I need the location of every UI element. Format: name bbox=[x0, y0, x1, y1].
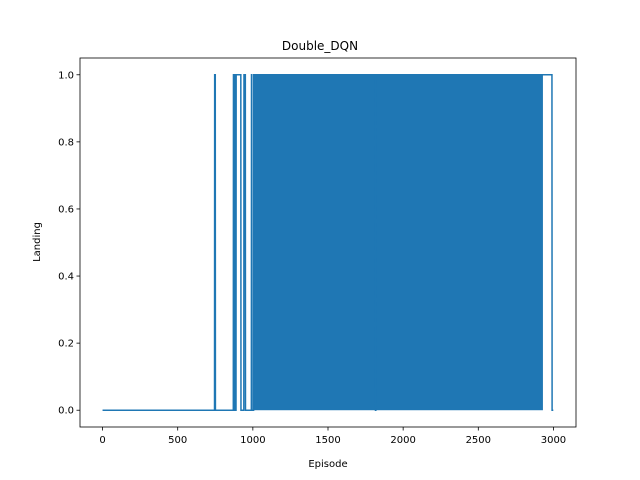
x-tick-label: 0 bbox=[99, 435, 105, 446]
x-tick-label: 2000 bbox=[390, 435, 415, 446]
y-tick-label: 0.4 bbox=[58, 272, 74, 283]
y-axis-label: Landing bbox=[32, 222, 43, 262]
axis-ticks: 0 500 1000 1500 2000 2500 3000 0.0 0.2 0.4 0.6 0.8 1… bbox=[58, 70, 566, 446]
x-tick-label: 3000 bbox=[541, 435, 566, 446]
x-tick-label: 2500 bbox=[466, 435, 491, 446]
series-dense-band bbox=[253, 74, 543, 411]
plot-area bbox=[102, 74, 554, 411]
x-tick-label: 1500 bbox=[315, 435, 340, 446]
y-tick-label: 0.8 bbox=[58, 137, 74, 148]
x-tick-label: 500 bbox=[168, 435, 187, 446]
y-tick-label: 0.2 bbox=[58, 339, 74, 350]
x-tick-label: 1000 bbox=[240, 435, 265, 446]
y-tick-label: 0.6 bbox=[58, 204, 74, 215]
chart-title: Double_DQN bbox=[282, 39, 358, 53]
series-line bbox=[102, 74, 554, 411]
y-tick-label: 1.0 bbox=[58, 70, 74, 81]
y-tick-label: 0.0 bbox=[58, 406, 74, 417]
x-axis-label: Episode bbox=[308, 459, 347, 470]
